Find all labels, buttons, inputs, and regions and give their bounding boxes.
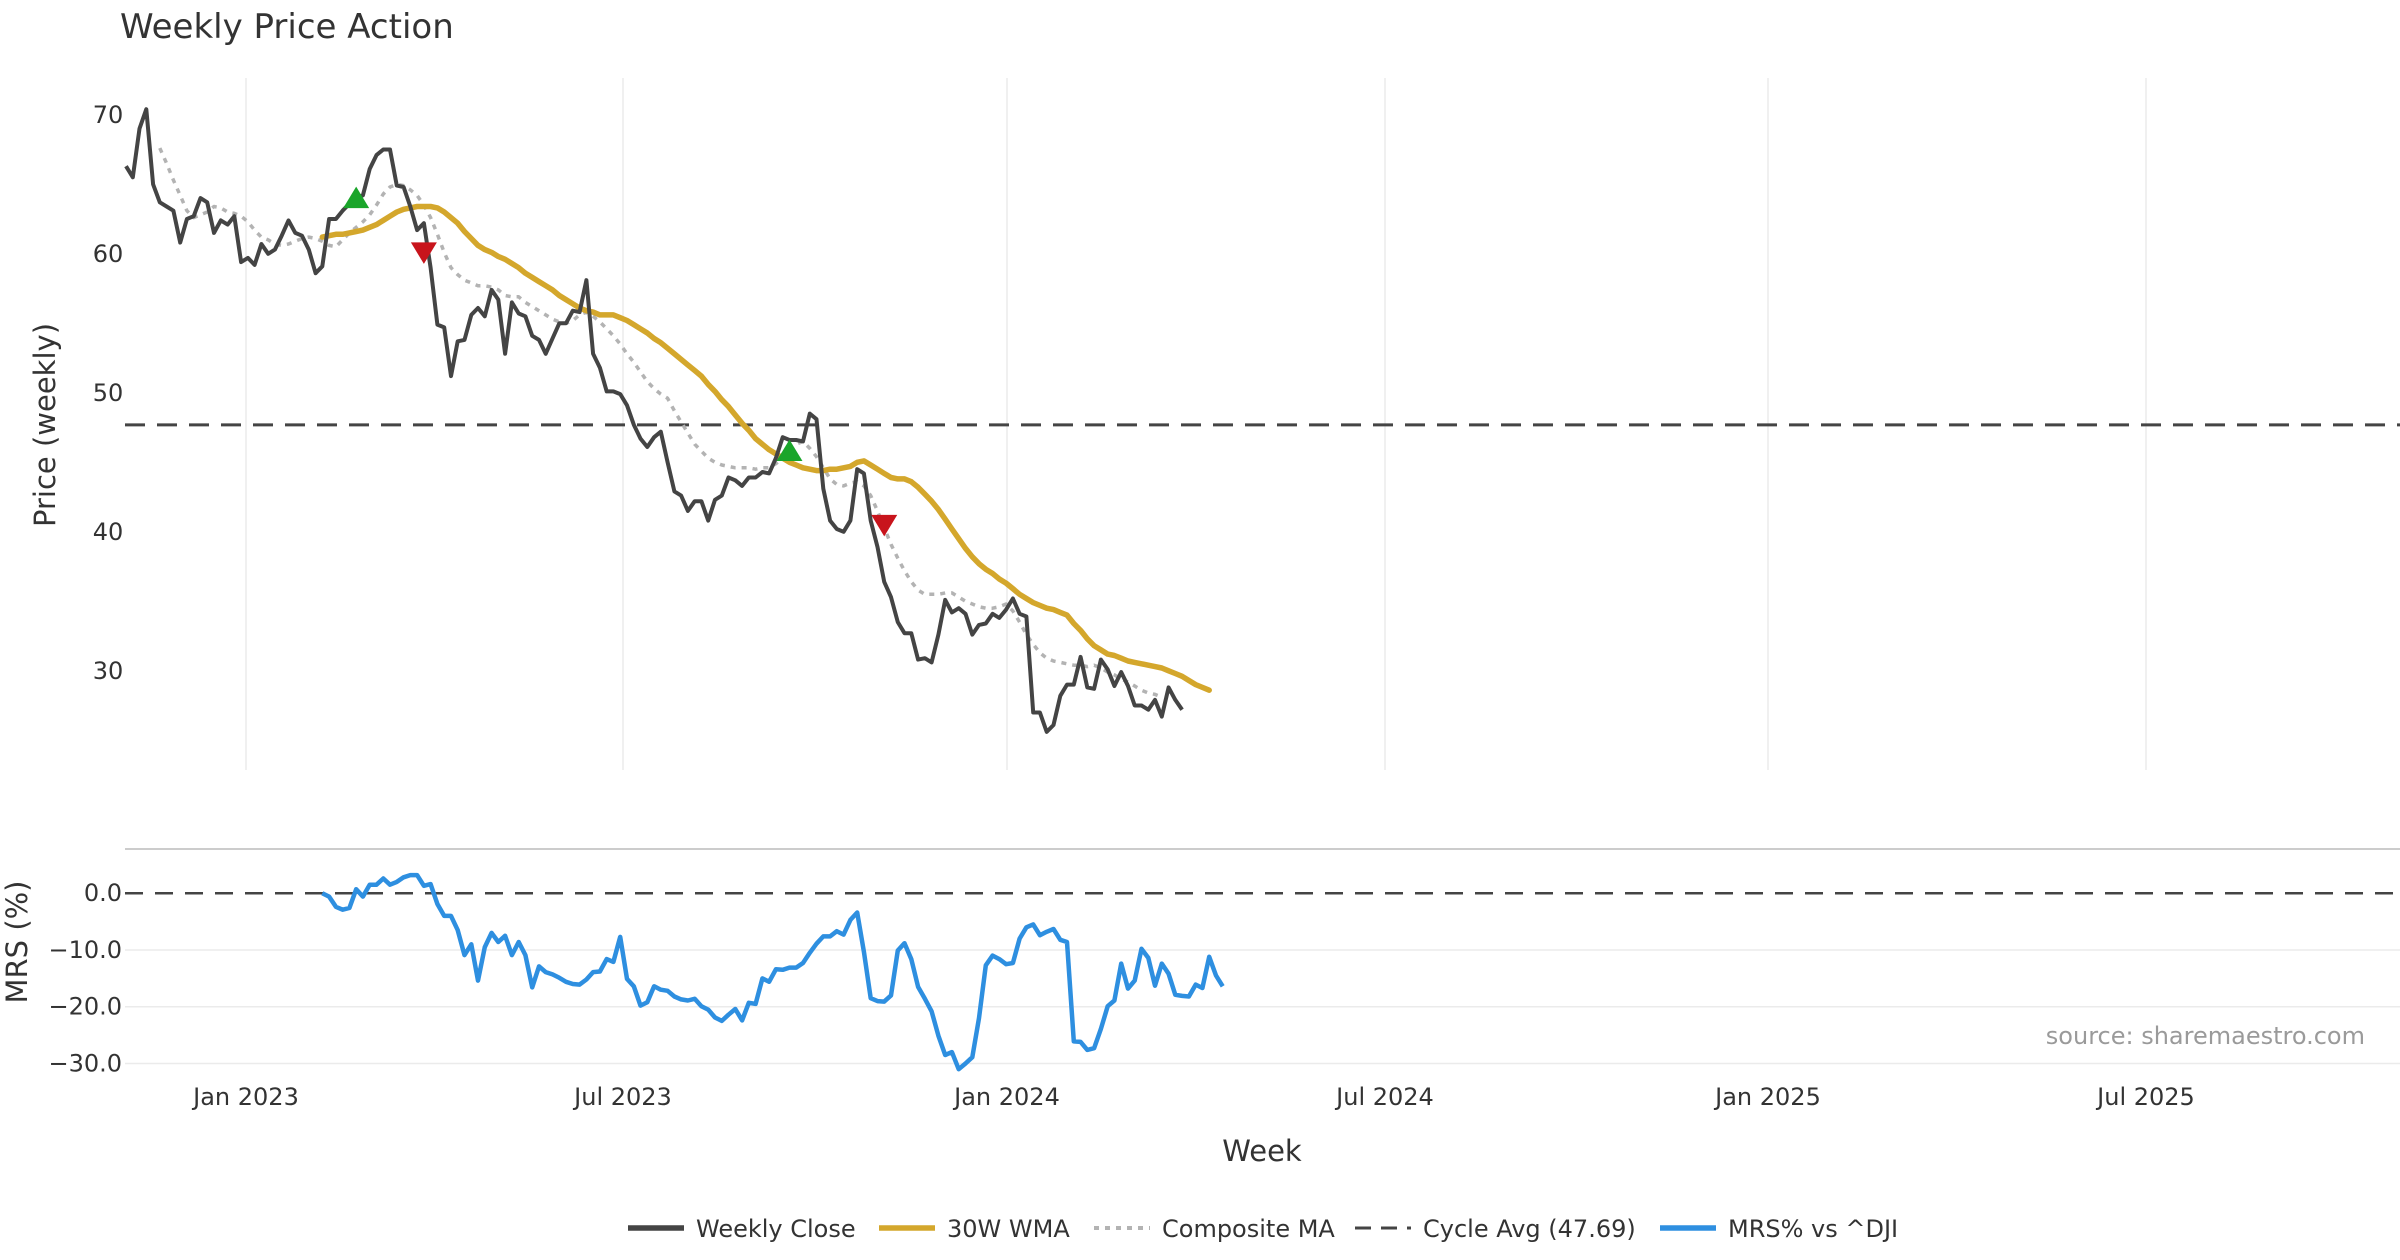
x-axis-label: Week xyxy=(1222,1134,1302,1168)
legend-label-1: 30W WMA xyxy=(947,1215,1070,1243)
price-y-axis-label: Price (weekly) xyxy=(28,323,62,527)
price-panel: 30 40 50 60 70 Price (weekly) xyxy=(28,78,2400,770)
buy-signal-marker-2 xyxy=(776,439,803,462)
mrs-y-tick-1: −10.0 xyxy=(48,936,122,964)
composite-ma-line xyxy=(158,147,1163,699)
sell-signal-marker-3 xyxy=(871,514,898,537)
mrs-gridlines xyxy=(125,949,2400,1065)
chart-title: Weekly Price Action xyxy=(120,7,454,47)
mrs-panel: 0.0 −10.0 −20.0 −30.0 MRS (%) source: share… xyxy=(0,872,2400,1077)
x-tick-0: Jan 2023 xyxy=(191,1083,299,1111)
mrs-y-tick-3: −30.0 xyxy=(48,1049,122,1077)
mrs-y-tick-0: 0.0 xyxy=(84,879,122,907)
buy-signal-marker-0 xyxy=(343,186,370,209)
mrs-y-tick-2: −20.0 xyxy=(48,993,122,1021)
mrs-y-ticks: 0.0 −10.0 −20.0 −30.0 xyxy=(48,879,122,1077)
legend-entry-3: Cycle Avg (47.69) xyxy=(1355,1215,1636,1243)
wma-30w-line xyxy=(319,203,1212,693)
x-tick-5: Jul 2025 xyxy=(2095,1083,2195,1111)
price-y-tick-3: 60 xyxy=(93,240,124,268)
legend-label-4: MRS% vs ^DJI xyxy=(1728,1215,1898,1243)
mrs-line xyxy=(321,872,1225,1072)
x-tick-2: Jan 2024 xyxy=(952,1083,1060,1111)
legend-entry-1: 30W WMA xyxy=(879,1215,1070,1243)
x-axis-ticks: Jan 2023 Jul 2023 Jan 2024 Jul 2024 Jan 2025… xyxy=(191,1083,2195,1111)
x-tick-4: Jan 2025 xyxy=(1713,1083,1821,1111)
price-y-tick-1: 40 xyxy=(93,518,124,546)
watermark: source: sharemaestro.com xyxy=(2046,1022,2365,1050)
price-y-tick-2: 50 xyxy=(93,379,124,407)
price-y-tick-4: 70 xyxy=(93,101,124,129)
legend-entry-4: MRS% vs ^DJI xyxy=(1660,1215,1898,1243)
legend: Weekly Close 30W WMA Composite MA Cycle Avg… xyxy=(628,1215,1898,1243)
price-y-ticks: 30 40 50 60 70 xyxy=(93,101,124,685)
legend-entry-2: Composite MA xyxy=(1094,1215,1335,1243)
price-y-tick-0: 30 xyxy=(93,657,124,685)
legend-label-2: Composite MA xyxy=(1162,1215,1335,1243)
legend-label-0: Weekly Close xyxy=(696,1215,856,1243)
mrs-y-axis-label: MRS (%) xyxy=(0,881,34,1004)
legend-label-3: Cycle Avg (47.69) xyxy=(1423,1215,1636,1243)
x-tick-1: Jul 2023 xyxy=(572,1083,672,1111)
signal-markers xyxy=(343,186,898,537)
weekly-close-line xyxy=(124,107,1184,734)
x-tick-3: Jul 2024 xyxy=(1334,1083,1434,1111)
legend-entry-0: Weekly Close xyxy=(628,1215,856,1243)
sell-signal-marker-1 xyxy=(410,242,437,264)
